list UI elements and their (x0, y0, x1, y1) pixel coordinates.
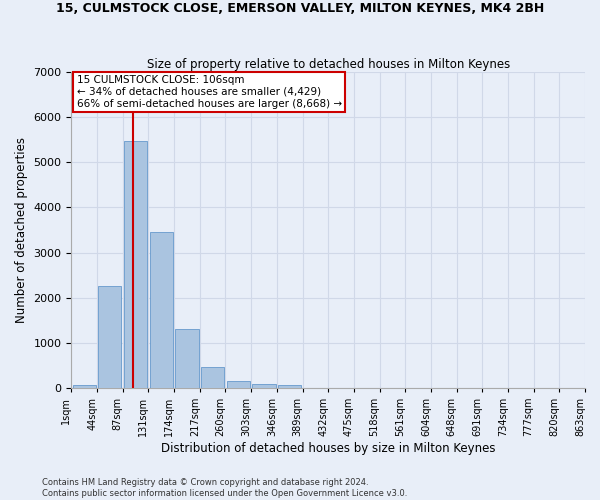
Bar (278, 386, 301, 388)
Y-axis label: Number of detached properties: Number of detached properties (15, 137, 28, 323)
Bar (227, 381, 250, 388)
Bar (253, 384, 275, 388)
Title: Size of property relative to detached houses in Milton Keynes: Size of property relative to detached ho… (146, 58, 510, 71)
Bar (150, 232, 173, 388)
Text: 15 CULMSTOCK CLOSE: 106sqm
← 34% of detached houses are smaller (4,429)
66% of s: 15 CULMSTOCK CLOSE: 106sqm ← 34% of deta… (77, 76, 341, 108)
Bar (201, 366, 224, 388)
Text: Contains HM Land Registry data © Crown copyright and database right 2024.
Contai: Contains HM Land Registry data © Crown c… (42, 478, 407, 498)
Bar (73, 384, 96, 388)
X-axis label: Distribution of detached houses by size in Milton Keynes: Distribution of detached houses by size … (161, 442, 496, 455)
Bar (124, 141, 147, 388)
Text: 15, CULMSTOCK CLOSE, EMERSON VALLEY, MILTON KEYNES, MK4 2BH: 15, CULMSTOCK CLOSE, EMERSON VALLEY, MIL… (56, 2, 544, 16)
Bar (175, 329, 199, 388)
Bar (98, 286, 121, 388)
